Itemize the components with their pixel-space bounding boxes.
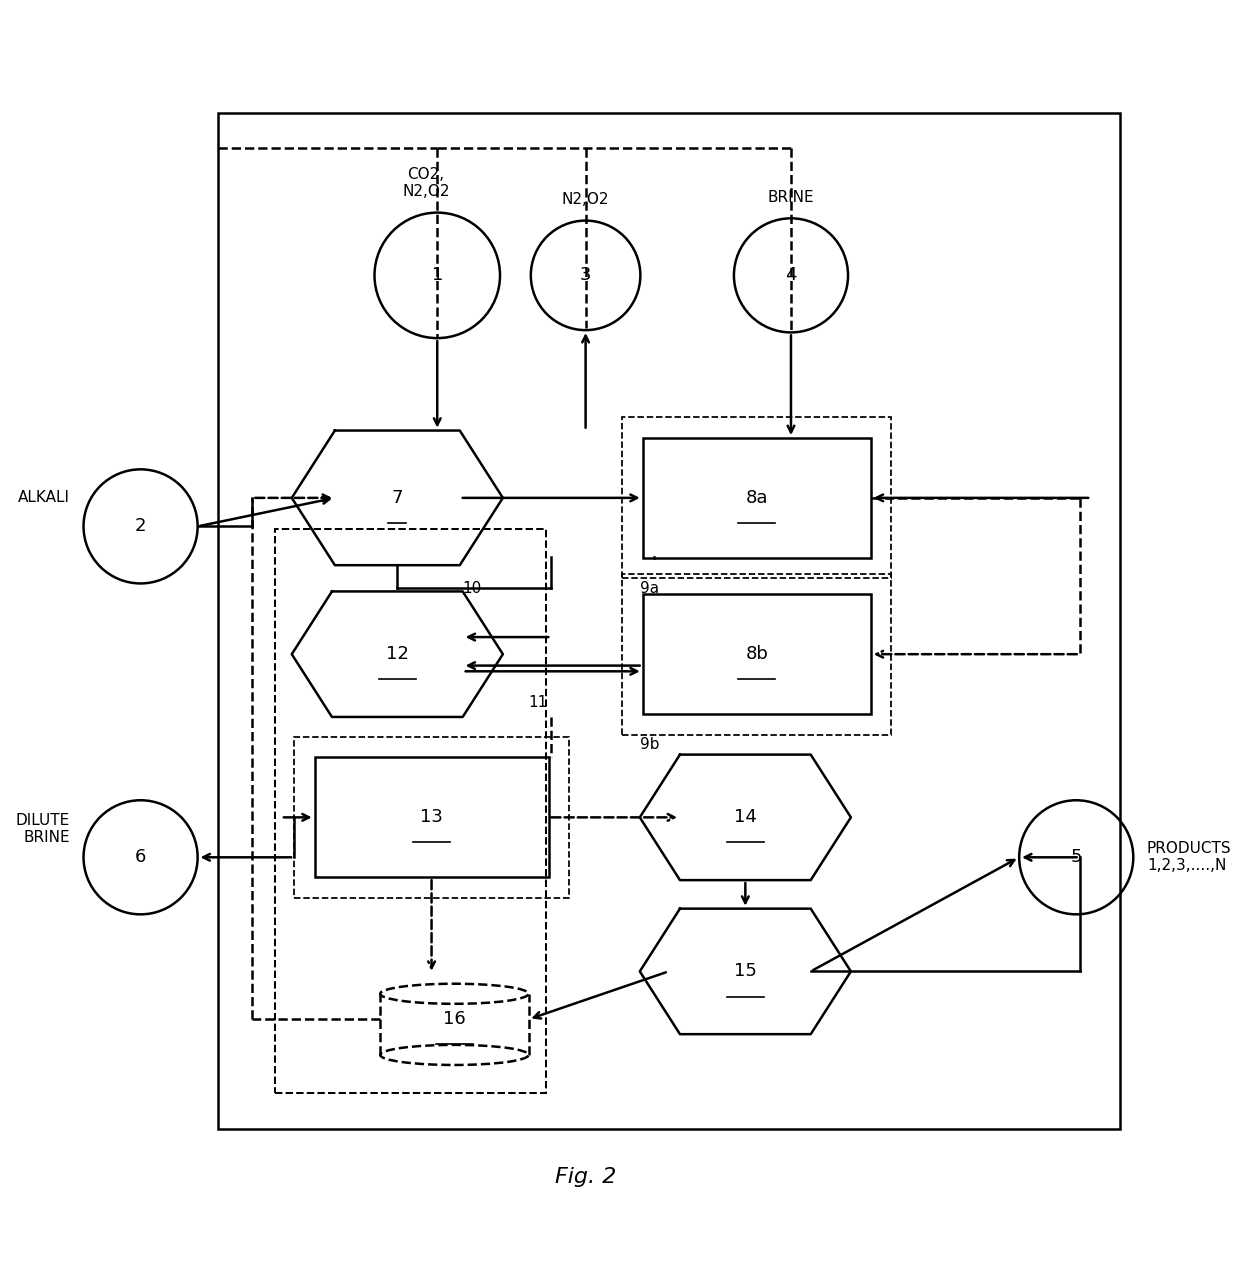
Text: 9b: 9b <box>640 738 660 752</box>
Text: Fig. 2: Fig. 2 <box>556 1167 616 1186</box>
Text: 12: 12 <box>386 646 409 664</box>
Bar <box>294 737 569 898</box>
Bar <box>622 418 892 578</box>
Text: PRODUCTS
1,2,3,....,N: PRODUCTS 1,2,3,....,N <box>1147 842 1231 874</box>
Text: 2: 2 <box>135 518 146 535</box>
Text: 9a: 9a <box>640 582 660 596</box>
Text: 4: 4 <box>785 266 797 284</box>
Text: N2,O2: N2,O2 <box>562 192 609 208</box>
Text: DILUTE
BRINE: DILUTE BRINE <box>16 812 69 845</box>
Text: 11: 11 <box>528 696 547 710</box>
Text: 8b: 8b <box>745 646 769 664</box>
Text: 16: 16 <box>443 1011 466 1029</box>
Text: 6: 6 <box>135 848 146 866</box>
Text: 8a: 8a <box>745 489 768 507</box>
Bar <box>642 438 870 557</box>
Text: 1: 1 <box>432 266 443 284</box>
Bar <box>218 113 1120 1129</box>
Text: 15: 15 <box>734 962 756 980</box>
Text: BRINE: BRINE <box>768 190 815 205</box>
Text: 3: 3 <box>580 266 591 284</box>
Text: 7: 7 <box>392 489 403 507</box>
Bar <box>642 594 870 714</box>
Text: 13: 13 <box>420 808 443 826</box>
Bar <box>315 757 548 877</box>
Bar <box>622 574 892 734</box>
Bar <box>275 529 546 1094</box>
Text: CO2,
N2,O2: CO2, N2,O2 <box>402 167 450 199</box>
Text: 14: 14 <box>734 808 756 826</box>
Text: 10: 10 <box>461 582 481 596</box>
Text: 5: 5 <box>1070 848 1083 866</box>
Text: ALKALI: ALKALI <box>17 491 69 506</box>
Ellipse shape <box>381 1045 528 1065</box>
